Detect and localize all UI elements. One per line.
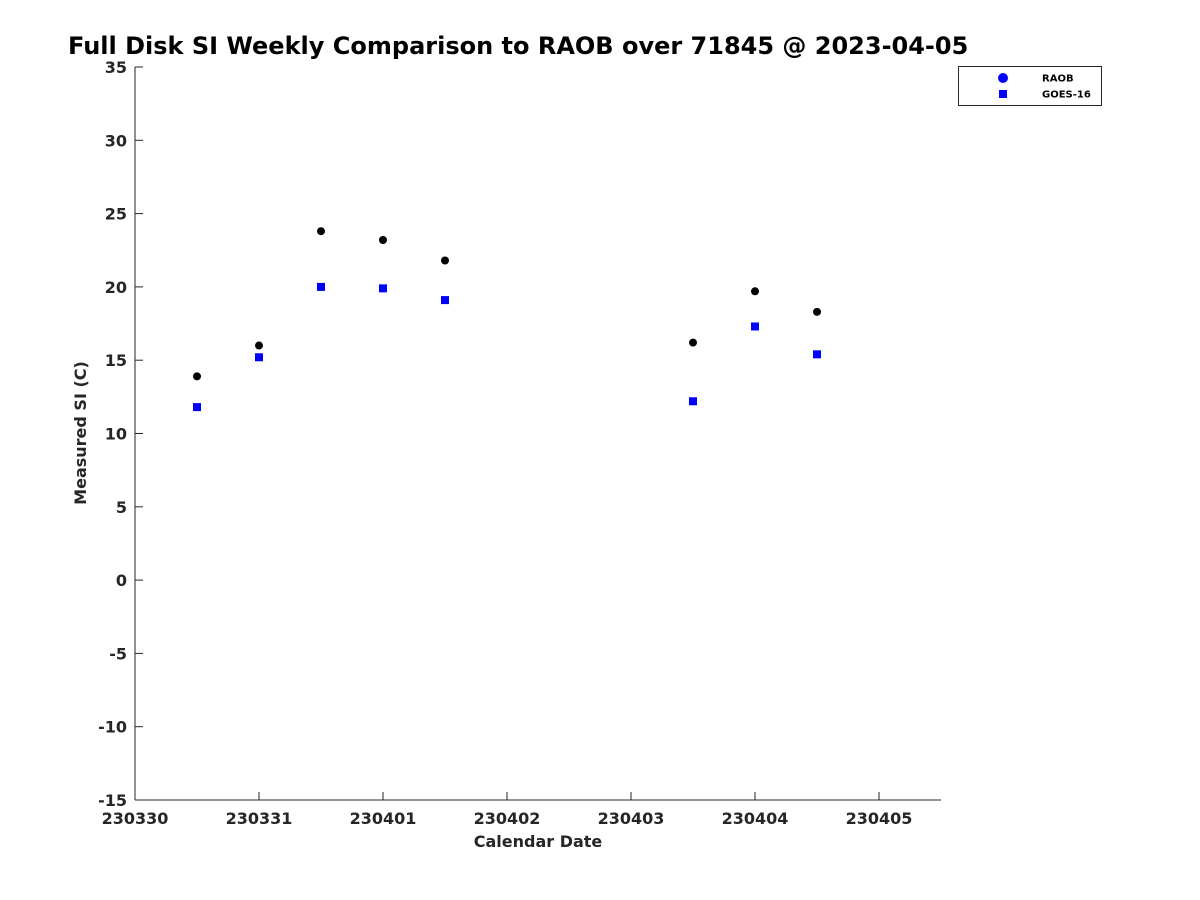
legend-box — [958, 66, 1102, 106]
x-tick-label: 230401 — [350, 809, 417, 828]
x-tick-label: 230330 — [102, 809, 169, 828]
y-axis-ticks: 35 30 25 20 15 10 5 0 -5 -10 -15 — [98, 58, 143, 810]
data-points — [193, 227, 821, 412]
raob-point — [255, 341, 263, 350]
goes-16-point — [317, 282, 325, 291]
goes-16-point — [255, 353, 263, 362]
y-tick-label: 10 — [105, 425, 127, 444]
plot-axes — [134, 67, 941, 801]
y-tick-label: 0 — [116, 571, 127, 590]
legend-label: RAOB — [1042, 74, 1074, 85]
legend-label: GOES-16 — [1042, 90, 1091, 101]
x-axis-label: Calendar Date — [474, 832, 603, 851]
raob-point — [441, 256, 449, 265]
y-tick-label: 25 — [105, 205, 127, 224]
x-tick-label: 230404 — [722, 809, 789, 828]
y-axis-label: Measured SI (C) — [71, 361, 90, 505]
x-tick-label: 230405 — [846, 809, 913, 828]
goes-16-point — [813, 350, 821, 359]
x-tick-label: 230403 — [598, 809, 665, 828]
y-tick-label: 15 — [105, 351, 127, 370]
legend-marker-raob — [998, 73, 1008, 83]
raob-point — [689, 338, 697, 347]
goes-16-point — [751, 322, 759, 331]
chart-legend: RAOB GOES-16 — [958, 66, 1102, 106]
x-tick-label: 230331 — [226, 809, 293, 828]
raob-point — [317, 227, 325, 236]
raob-point — [379, 235, 387, 244]
goes-16-point — [379, 284, 387, 293]
x-axis-ticks: 230330 230331 230401 230402 230403 230404 2304… — [102, 792, 913, 828]
y-tick-label: 20 — [105, 278, 127, 297]
raob-point — [751, 287, 759, 296]
y-tick-label: -10 — [98, 718, 127, 737]
chart-title: Full Disk SI Weekly Comparison to RAOB o… — [68, 32, 968, 60]
y-tick-label: 35 — [105, 58, 127, 77]
goes-16-point — [441, 296, 449, 305]
y-tick-label: -5 — [109, 644, 127, 663]
goes-16-point — [689, 397, 697, 406]
goes-16-point — [193, 403, 201, 412]
y-tick-label: 5 — [116, 498, 127, 517]
legend-marker-goes-16 — [999, 90, 1007, 98]
raob-point — [813, 307, 821, 316]
x-tick-label: 230402 — [474, 809, 541, 828]
raob-point — [193, 372, 201, 381]
y-tick-label: 30 — [105, 131, 127, 150]
y-tick-label: -15 — [98, 791, 127, 810]
